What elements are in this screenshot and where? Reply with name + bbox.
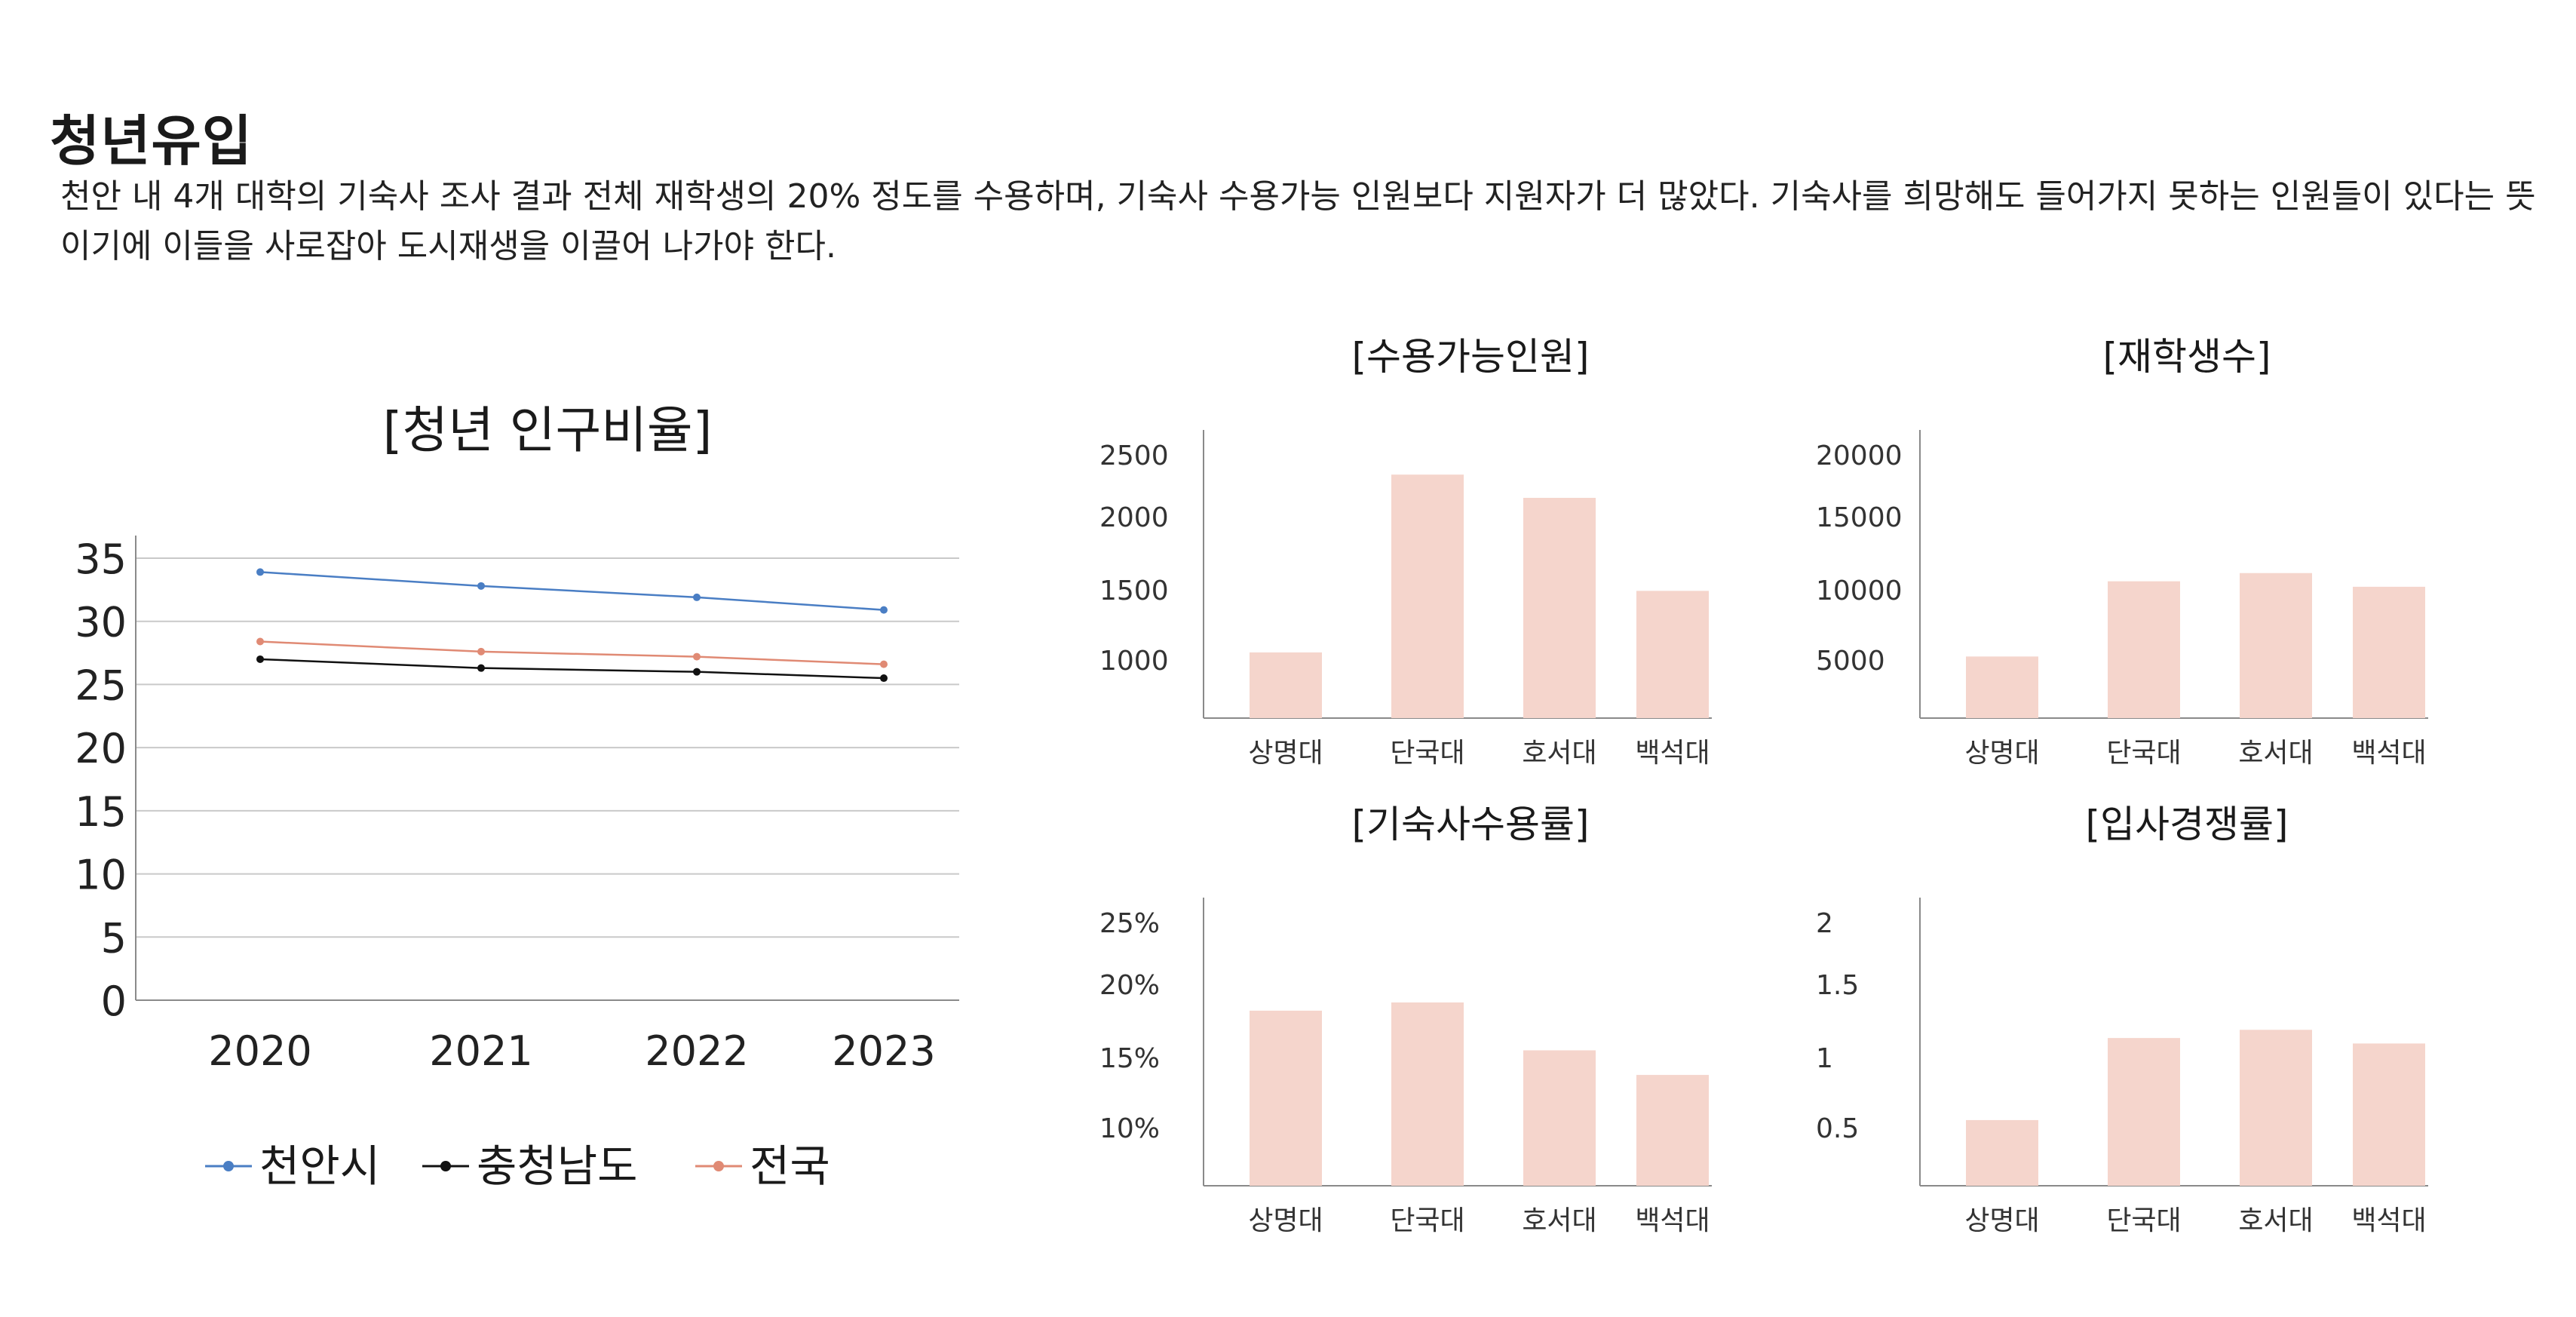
x-tick-label: 백석대 (2351, 738, 2426, 769)
legend-item-2: 충청남도 (422, 1140, 637, 1192)
y-tick-label: 10% (1099, 1113, 1160, 1144)
y-tick-label: 2000 (1099, 502, 1169, 533)
x-tick-label: 단국대 (2106, 1205, 2181, 1236)
bar (1636, 1075, 1709, 1186)
bar (1250, 1010, 1322, 1186)
y-tick-label: 2 (1816, 908, 1833, 939)
y-tick-label: 10000 (1816, 576, 1903, 606)
bar (1966, 656, 2038, 718)
bar (1636, 591, 1709, 718)
bar-chart-title: [입사경쟁률] (2085, 803, 2288, 846)
y-tick-label: 5000 (1816, 646, 1885, 677)
data-point (256, 568, 264, 576)
data-point (477, 582, 485, 590)
data-point (477, 664, 485, 672)
bar (2108, 1038, 2180, 1186)
bar-chart-title: [재학생수] (2102, 335, 2271, 379)
dorm-acceptance-rate-bar-chart: [기숙사수용률] 10% 15% 20% 25% 상명대 단국대 호서대 백석대 (1099, 803, 1712, 1236)
x-tick-label: 상명대 (1248, 1205, 1323, 1236)
series-line-1 (259, 571, 885, 611)
x-tick-label: 호서대 (1522, 738, 1596, 769)
data-point (477, 647, 485, 655)
line-chart-title: [청년 인구비율] (383, 401, 713, 459)
x-tick-label: 백석대 (1635, 738, 1710, 769)
y-tick-label: 25 (75, 662, 127, 709)
data-point (693, 668, 701, 676)
bar (2240, 573, 2312, 718)
legend-label: 충청남도 (477, 1140, 637, 1192)
bar (1391, 1002, 1464, 1186)
data-point (880, 660, 888, 668)
bar (2240, 1030, 2312, 1186)
data-point (256, 637, 264, 646)
x-tick-label: 상명대 (1248, 738, 1323, 769)
dorm-competition-rate-bar-chart: [입사경쟁률] 0.5 1 1.5 2 상명대 단국대 호서대 백석대 (1816, 803, 2428, 1236)
legend-item-1: 천안시 (205, 1140, 380, 1192)
bar (2353, 586, 2425, 718)
y-tick-label: 20 (75, 725, 127, 772)
bar (1523, 498, 1596, 718)
x-tick-label: 2021 (429, 1027, 532, 1075)
x-tick-label: 상명대 (1964, 738, 2039, 769)
data-point (256, 655, 264, 663)
x-tick-label: 백석대 (2351, 1205, 2426, 1236)
x-tick-label: 백석대 (1635, 1205, 1710, 1236)
y-tick-label: 15000 (1816, 502, 1903, 533)
y-tick-label: 1000 (1099, 646, 1169, 677)
y-tick-label: 10 (75, 852, 127, 899)
bar (1250, 652, 1322, 718)
data-point (880, 606, 888, 614)
y-tick-label: 1 (1816, 1043, 1833, 1074)
y-tick-label: 15% (1099, 1043, 1160, 1074)
x-tick-label: 단국대 (1390, 1205, 1464, 1236)
series-line-3 (259, 640, 885, 665)
y-tick-label: 35 (75, 536, 127, 583)
bar (1391, 474, 1464, 718)
dorm-capacity-bar-chart: [수용가능인원] 1000 1500 2000 2500 상명대 단국대 호서대 백석대 (1099, 335, 1712, 769)
bar-chart-title: [기숙사수용률] (1351, 803, 1589, 846)
y-tick-label: 0.5 (1816, 1113, 1859, 1144)
page-title: 청년유입 (50, 109, 253, 173)
legend-label: 천안시 (259, 1140, 380, 1192)
data-point (880, 674, 888, 683)
legend-marker (713, 1161, 724, 1171)
y-tick-label: 20000 (1816, 441, 1903, 471)
legend-item-3: 전국 (695, 1140, 830, 1192)
x-tick-label: 2023 (832, 1027, 935, 1075)
bar (1523, 1050, 1596, 1186)
data-point (693, 652, 701, 661)
x-tick-label: 호서대 (2238, 738, 2313, 769)
legend-marker (440, 1161, 451, 1171)
y-tick-label: 20% (1099, 970, 1160, 1001)
y-tick-label: 1500 (1099, 576, 1169, 606)
bar (2353, 1043, 2425, 1186)
y-tick-label: 15 (75, 788, 127, 836)
data-point (693, 593, 701, 601)
y-tick-label: 25% (1099, 908, 1160, 939)
enrollment-bar-chart: [재학생수] 5000 10000 15000 20000 상명대 단국대 호서대 백석대 (1816, 335, 2428, 769)
x-tick-label: 2022 (645, 1027, 748, 1075)
legend-label: 전국 (750, 1140, 830, 1192)
x-tick-label: 2020 (208, 1027, 311, 1075)
series-line-2 (259, 658, 885, 680)
x-tick-label: 상명대 (1964, 1205, 2039, 1236)
legend-marker (223, 1161, 234, 1171)
bar (1966, 1119, 2038, 1186)
y-tick-label: 2500 (1099, 441, 1169, 471)
bar (2108, 581, 2180, 718)
x-tick-label: 단국대 (2106, 738, 2181, 769)
y-tick-label: 1.5 (1816, 970, 1859, 1001)
bar-chart-title: [수용가능인원] (1351, 335, 1589, 379)
x-tick-label: 단국대 (1390, 738, 1464, 769)
page-description: 천안 내 4개 대학의 기숙사 조사 결과 전체 재학생의 20% 정도를 수용… (60, 177, 2536, 266)
y-tick-label: 30 (75, 599, 127, 646)
x-tick-label: 호서대 (1522, 1205, 1596, 1236)
x-tick-label: 호서대 (2238, 1205, 2313, 1236)
y-tick-label: 5 (101, 914, 127, 962)
youth-population-line-chart: [청년 인구비율] 0 5 10 15 20 25 30 35 2020 2021 2022 2023 천… (75, 401, 959, 1192)
y-tick-label: 0 (101, 978, 127, 1025)
